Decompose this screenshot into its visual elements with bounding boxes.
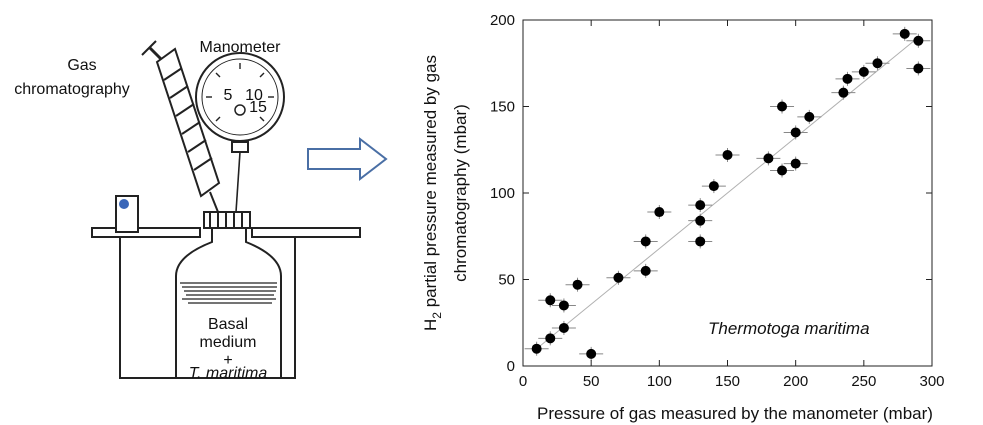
gas-chromatography-label-line1: Gas bbox=[67, 57, 96, 74]
data-point bbox=[777, 101, 788, 112]
x-tick-label: 150 bbox=[715, 373, 740, 390]
data-point bbox=[872, 58, 883, 69]
x-axis-title: Pressure of gas measured by the manomete… bbox=[537, 404, 933, 423]
medium-label-line3: + bbox=[223, 352, 232, 369]
data-point bbox=[558, 300, 569, 311]
data-point bbox=[858, 66, 869, 77]
data-point bbox=[722, 149, 733, 160]
data-point bbox=[838, 87, 849, 98]
y-axis-title-rest: partial pressure measured by gas bbox=[421, 55, 440, 312]
y-tick-label: 0 bbox=[507, 358, 515, 375]
x-axis-ticks: 0 50 100 150 200 250 300 bbox=[519, 20, 945, 390]
y-axis-title-subscript: 2 bbox=[430, 312, 444, 319]
data-point bbox=[695, 215, 706, 226]
shelf-plate bbox=[91, 227, 361, 238]
data-point bbox=[842, 73, 853, 84]
data-point bbox=[777, 165, 788, 176]
data-point bbox=[640, 265, 651, 276]
data-point bbox=[913, 35, 924, 46]
y-tick-label: 100 bbox=[490, 185, 515, 202]
sensor-dot-icon bbox=[119, 199, 129, 209]
data-point bbox=[558, 322, 569, 333]
species-annotation: Thermotoga maritima bbox=[708, 319, 870, 338]
medium-label-line2: medium bbox=[200, 334, 257, 351]
y-tick-label: 200 bbox=[490, 12, 515, 29]
data-point bbox=[804, 111, 815, 122]
dial-mark-10: 10 bbox=[245, 87, 263, 104]
dial-mark-5: 5 bbox=[224, 87, 233, 104]
trendline-line bbox=[536, 36, 919, 350]
x-tick-label: 200 bbox=[783, 373, 808, 390]
syringe-icon bbox=[141, 40, 221, 213]
data-point bbox=[913, 63, 924, 74]
x-tick-label: 50 bbox=[583, 373, 600, 390]
liquid-surface bbox=[180, 282, 277, 304]
data-point bbox=[640, 236, 651, 247]
data-point bbox=[613, 272, 624, 283]
data-point bbox=[695, 200, 706, 211]
manometer-icon bbox=[195, 52, 285, 213]
x-tick-label: 0 bbox=[519, 373, 527, 390]
data-point bbox=[654, 207, 665, 218]
svg-text:H2 partial pressure measured b: H2 partial pressure measured by gas bbox=[421, 55, 444, 331]
y-tick-label: 150 bbox=[490, 99, 515, 116]
manometer-label: Manometer bbox=[200, 39, 282, 56]
dial-mark-15: 15 bbox=[249, 99, 267, 116]
data-point bbox=[545, 333, 556, 344]
x-tick-label: 300 bbox=[919, 373, 944, 390]
data-point bbox=[790, 127, 801, 138]
data-point bbox=[708, 181, 719, 192]
y-axis-title-h: H bbox=[421, 319, 440, 331]
x-tick-label: 100 bbox=[647, 373, 672, 390]
medium-label-line1: Basal bbox=[208, 316, 248, 333]
data-points bbox=[524, 26, 931, 361]
sensor-box bbox=[115, 195, 139, 233]
apparatus-diagram: Basal medium + T. maritima Gas chromatog… bbox=[14, 39, 361, 382]
y-axis-ticks: 0 50 100 150 200 bbox=[490, 12, 932, 375]
gas-chromatography-label-line2: chromatography bbox=[14, 81, 130, 98]
medium-label-line4: T. maritima bbox=[189, 365, 268, 382]
data-point bbox=[545, 295, 556, 306]
culture-bottle bbox=[175, 211, 282, 379]
data-point bbox=[572, 279, 583, 290]
data-point bbox=[531, 343, 542, 354]
data-point bbox=[763, 153, 774, 164]
trendline bbox=[536, 36, 919, 350]
y-axis-title-line2: chromatography (mbar) bbox=[451, 104, 470, 282]
y-axis-title: H2 partial pressure measured by gas bbox=[421, 55, 444, 331]
y-tick-label: 50 bbox=[498, 272, 515, 289]
x-tick-label: 250 bbox=[851, 373, 876, 390]
data-point bbox=[586, 348, 597, 359]
data-point bbox=[899, 28, 910, 39]
data-point bbox=[695, 236, 706, 247]
data-point bbox=[790, 158, 801, 169]
right-arrow-icon bbox=[307, 136, 388, 182]
